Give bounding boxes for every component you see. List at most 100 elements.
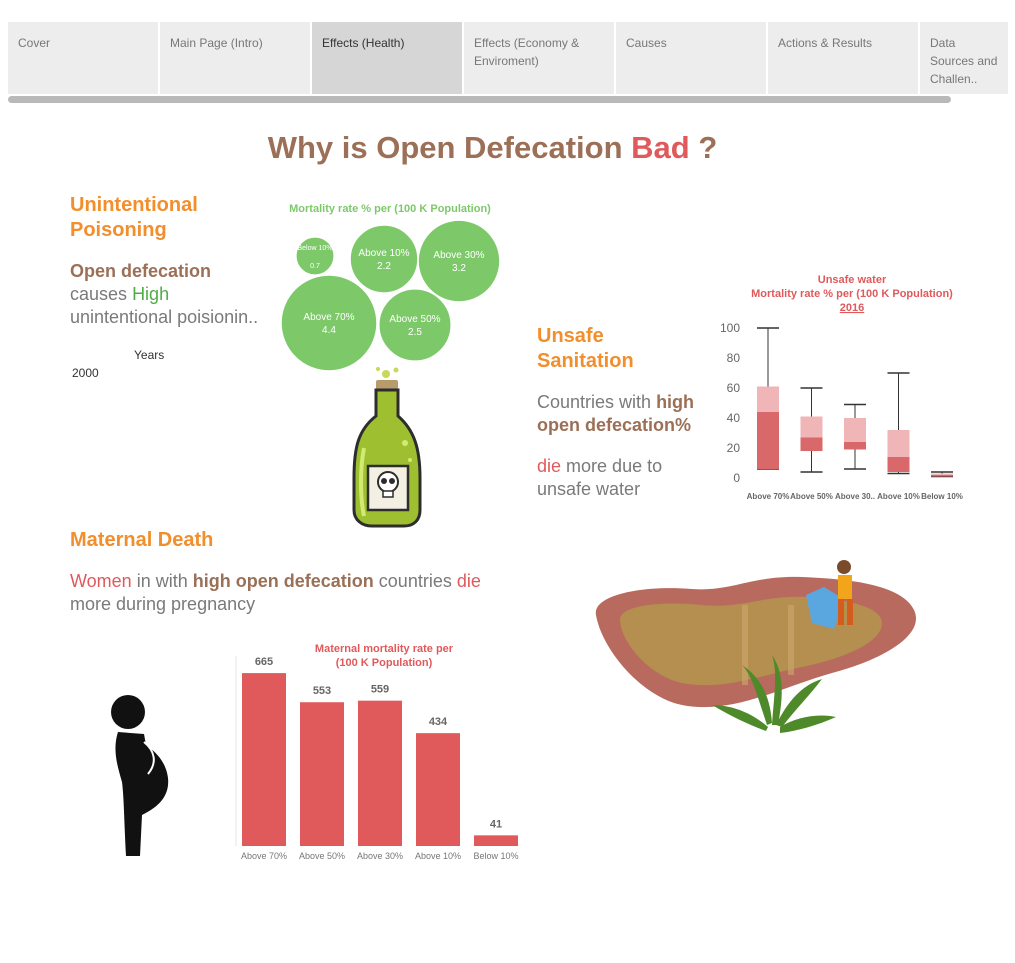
- bubble-label: Above 70%: [303, 312, 354, 323]
- box-upper[interactable]: [887, 430, 910, 457]
- years-label: Years: [134, 348, 165, 362]
- box-chart-title-year: 2016: [840, 302, 864, 314]
- tab-causes[interactable]: Causes: [616, 22, 766, 94]
- poisoning-text-strong: Open defecation: [70, 261, 212, 281]
- maternal-heading: Maternal Death: [70, 529, 214, 551]
- box-lower[interactable]: [844, 442, 866, 450]
- box-y-tick: 20: [727, 441, 741, 455]
- poisoning-text-causes: causes: [70, 284, 128, 304]
- sanitation-text-strong1: high: [656, 392, 695, 412]
- bar-category-label: Above 10%: [415, 851, 461, 861]
- bubble-label: Above 50%: [389, 314, 440, 325]
- sanitation-heading-line2: Sanitation: [537, 350, 634, 372]
- maternal-text-women: Women: [70, 571, 132, 591]
- bubble[interactable]: [295, 236, 335, 276]
- poison-bottle-icon: [352, 367, 422, 528]
- sanitation-heading: Unsafe Sanitation: [537, 324, 634, 374]
- box-upper[interactable]: [757, 386, 779, 413]
- maternal-text-rest: more during pregnancy: [70, 594, 256, 614]
- bar[interactable]: [242, 673, 286, 846]
- tab-main-page[interactable]: Main Page (Intro): [160, 22, 310, 94]
- bubble-chart-title: Mortality rate % per (100 K Population): [289, 203, 491, 215]
- dashboard-tabs: Cover Main Page (Intro) Effects (Health)…: [8, 22, 1008, 94]
- tab-actions-results[interactable]: Actions & Results: [768, 22, 918, 94]
- bar-category-label: Below 10%: [473, 851, 518, 861]
- maternal-text-countries: countries: [378, 571, 452, 591]
- horizontal-scrollbar[interactable]: [8, 96, 951, 103]
- box-x-label: Above 50%: [790, 492, 833, 501]
- box-y-tick: 100: [720, 321, 740, 335]
- box-lower[interactable]: [757, 412, 779, 469]
- pregnant-woman-icon: [111, 695, 169, 856]
- poisoning-text-high: High: [132, 284, 170, 304]
- water-puddle-illustration: [595, 560, 916, 733]
- bar-category-label: Above 50%: [299, 851, 345, 861]
- bar-value-label: 434: [429, 716, 448, 728]
- bar[interactable]: [416, 733, 460, 846]
- bubble-label: Below 10%: [297, 245, 332, 252]
- bubble[interactable]: [280, 274, 378, 372]
- bar-chart-title-line1: Maternal mortality rate per: [315, 643, 454, 655]
- sanitation-text-rest2: unsafe water: [537, 479, 641, 499]
- title-prefix: Why is Open Defecation: [267, 130, 623, 165]
- tab-effects-health[interactable]: Effects (Health): [312, 22, 462, 94]
- box-chart-title-line1: Unsafe water: [818, 274, 887, 286]
- bar-value-label: 665: [255, 656, 273, 668]
- box-lower[interactable]: [800, 437, 823, 452]
- year-filter-value[interactable]: 2000: [72, 366, 99, 380]
- poisoning-heading-line2: Poisoning: [70, 219, 167, 241]
- maternal-description: Women in with high open defecation count…: [70, 570, 530, 616]
- box-upper[interactable]: [844, 418, 866, 442]
- sanitation-text-rest1: more due to: [566, 456, 663, 476]
- bubble-value: 0.7: [310, 263, 320, 270]
- sanitation-heading-line1: Unsafe: [537, 325, 604, 347]
- box-y-tick: 60: [727, 381, 741, 395]
- bar-category-label: Above 70%: [241, 851, 287, 861]
- bubble-label: Above 10%: [358, 248, 409, 259]
- maternal-text-strong: high open defecation: [192, 571, 374, 591]
- bar[interactable]: [474, 835, 518, 846]
- bar[interactable]: [300, 702, 344, 846]
- box-lower[interactable]: [931, 475, 953, 477]
- bar[interactable]: [358, 700, 402, 846]
- tab-data-sources[interactable]: Data Sources and Challen..: [920, 22, 1008, 94]
- poisoning-description: Open defecation causes High unintentiona…: [70, 260, 300, 329]
- box-y-tick: 80: [727, 351, 741, 365]
- tab-cover[interactable]: Cover: [8, 22, 158, 94]
- bar-value-label: 559: [371, 684, 389, 696]
- bar-value-label: 41: [490, 818, 502, 830]
- box-x-label: Above 30..: [835, 492, 875, 501]
- title-suffix: ?: [698, 130, 718, 165]
- sanitation-text-plain: Countries with: [537, 392, 652, 412]
- poisoning-heading: Unintentional Poisoning: [70, 193, 198, 243]
- box-chart-title-line2: Mortality rate % per (100 K Population): [751, 288, 953, 300]
- box-lower[interactable]: [887, 457, 910, 472]
- bubble[interactable]: [378, 288, 452, 362]
- box-x-label: Above 70%: [747, 492, 790, 501]
- sanitation-text-strong2: open defecation%: [537, 415, 692, 435]
- bubble-value: 4.4: [322, 325, 336, 336]
- bar-chart-title-line2: (100 K Population): [336, 657, 433, 669]
- box-upper[interactable]: [931, 473, 953, 476]
- bubble-chart: Mortality rate % per (100 K Population) …: [280, 203, 501, 372]
- title-highlight: Bad: [631, 130, 690, 165]
- box-y-tick: 0: [733, 471, 740, 485]
- maternal-bar-chart: Maternal mortality rate per (100 K Popul…: [235, 643, 519, 861]
- poisoning-text-rest: unintentional poisionin..: [70, 307, 259, 327]
- sanitation-description: Countries with high open defecation% die…: [537, 391, 717, 501]
- sanitation-text-die: die: [537, 456, 562, 476]
- bubble[interactable]: [417, 219, 501, 303]
- bubble-value: 2.5: [408, 327, 422, 338]
- box-x-label: Below 10%: [921, 492, 963, 501]
- box-upper[interactable]: [800, 416, 823, 438]
- maternal-text-die: die: [456, 571, 481, 591]
- bar-category-label: Above 30%: [357, 851, 403, 861]
- maternal-text-in: in with: [136, 571, 188, 591]
- bubble[interactable]: [349, 224, 419, 294]
- tab-effects-economy[interactable]: Effects (Economy & Enviroment): [464, 22, 614, 94]
- box-y-tick: 40: [727, 411, 741, 425]
- page-title: Why is Open Defecation Bad ?: [0, 130, 985, 166]
- box-plot-chart: Unsafe water Mortality rate % per (100 K…: [720, 274, 963, 501]
- bubble-label: Above 30%: [433, 250, 484, 261]
- box-x-label: Above 10%: [877, 492, 920, 501]
